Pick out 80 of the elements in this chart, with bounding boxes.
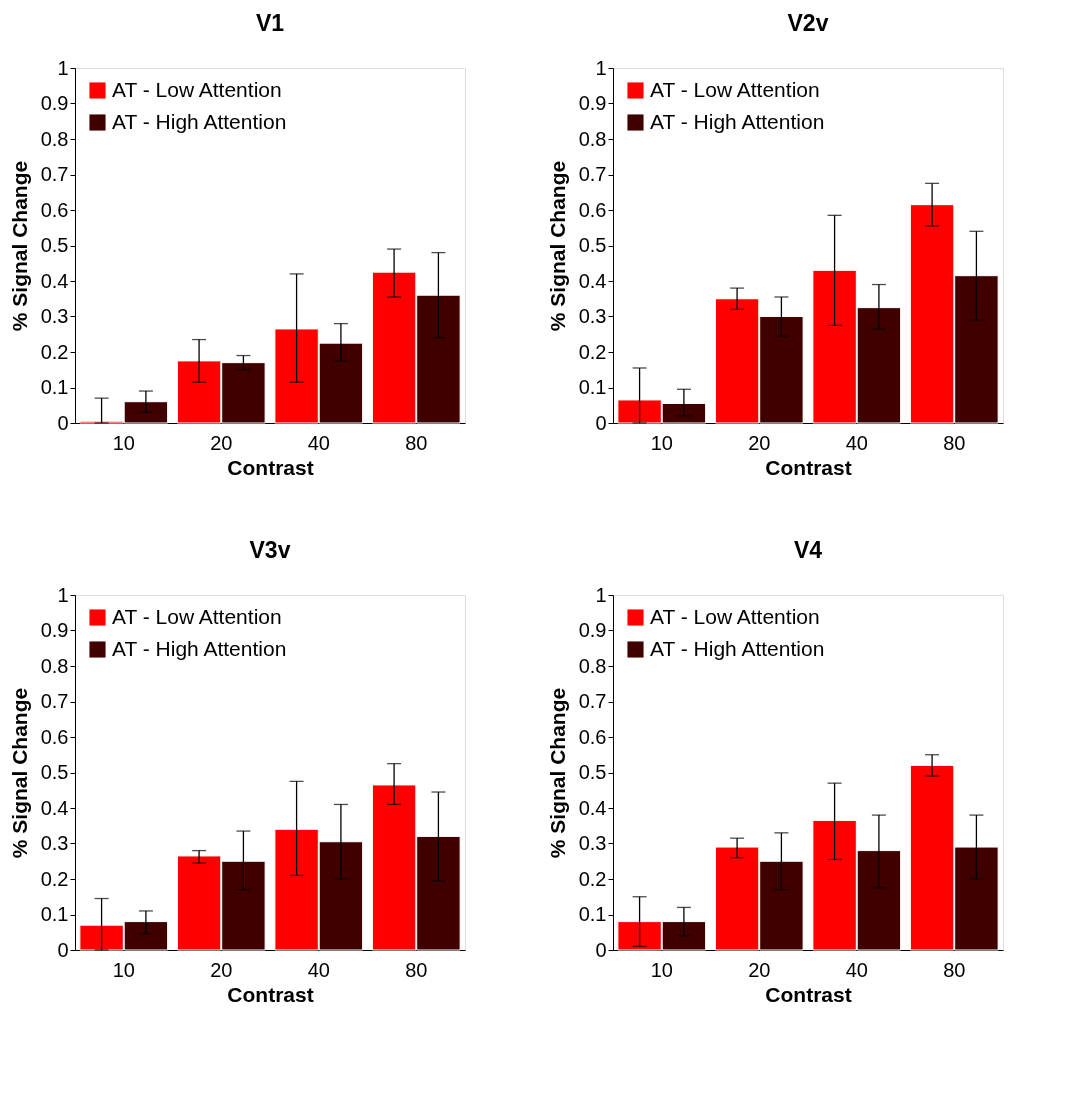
y-tick-label: 0.9 bbox=[40, 92, 69, 114]
x-tick-label: 80 bbox=[943, 431, 966, 454]
x-tick-label: 10 bbox=[650, 958, 673, 981]
chart-title: V2v bbox=[787, 10, 829, 36]
x-tick-label: 80 bbox=[405, 431, 428, 454]
y-tick-label: 1 bbox=[595, 56, 607, 79]
y-tick-label: 0.5 bbox=[40, 234, 69, 256]
y-tick-label: 0.3 bbox=[40, 832, 69, 854]
y-tick-label: 0 bbox=[595, 938, 607, 961]
y-tick-label: 0 bbox=[57, 411, 69, 434]
x-tick-label: 80 bbox=[405, 958, 428, 981]
x-tick-label: 20 bbox=[210, 958, 233, 981]
y-tick-label: 0.4 bbox=[40, 269, 69, 292]
legend-label: AT - Low Attention bbox=[650, 604, 820, 628]
chart-title: V1 bbox=[255, 10, 285, 36]
y-tick-label: 0.1 bbox=[578, 903, 607, 925]
x-axis-title: Contrast bbox=[227, 982, 314, 1006]
x-tick-label: 10 bbox=[112, 431, 135, 454]
y-tick-label: 0.3 bbox=[578, 305, 607, 327]
x-tick-label: 20 bbox=[748, 958, 771, 981]
y-tick-label: 0.1 bbox=[40, 903, 69, 925]
legend-label: AT - High Attention bbox=[112, 109, 287, 133]
x-tick-label: 40 bbox=[307, 431, 330, 454]
y-axis-title: % Signal Change bbox=[545, 160, 569, 332]
x-tick-label: 40 bbox=[845, 958, 868, 981]
y-tick-label: 0 bbox=[57, 938, 69, 961]
x-axis-title: Contrast bbox=[765, 455, 852, 479]
x-tick-label: 10 bbox=[112, 958, 135, 981]
x-tick-label: 20 bbox=[748, 431, 771, 454]
y-tick-label: 0.5 bbox=[40, 761, 69, 783]
x-axis-title: Contrast bbox=[765, 982, 852, 1006]
legend-label: AT - High Attention bbox=[650, 109, 825, 133]
y-tick-label: 0.9 bbox=[40, 619, 69, 641]
x-axis-title: Contrast bbox=[227, 455, 314, 479]
legend-label: AT - Low Attention bbox=[112, 604, 282, 628]
y-tick-label: 0.1 bbox=[40, 376, 69, 398]
y-tick-label: 0.4 bbox=[578, 796, 607, 819]
y-tick-label: 0.8 bbox=[578, 654, 607, 677]
y-tick-label: 0.2 bbox=[40, 340, 69, 363]
y-tick-label: 0.8 bbox=[40, 654, 69, 677]
y-tick-label: 0.2 bbox=[578, 867, 607, 890]
chart-title: V4 bbox=[793, 537, 823, 563]
y-tick-label: 0 bbox=[595, 411, 607, 434]
y-tick-label: 1 bbox=[595, 583, 607, 606]
y-tick-label: 0.7 bbox=[40, 690, 69, 712]
x-tick-label: 20 bbox=[210, 431, 233, 454]
y-tick-label: 0.5 bbox=[578, 234, 607, 256]
y-axis-title: % Signal Change bbox=[545, 687, 569, 859]
y-tick-label: 0.4 bbox=[578, 269, 607, 292]
y-tick-label: 0.2 bbox=[40, 867, 69, 890]
x-tick-label: 40 bbox=[845, 431, 868, 454]
y-tick-label: 0.3 bbox=[40, 305, 69, 327]
x-tick-label: 10 bbox=[650, 431, 673, 454]
y-tick-label: 0.9 bbox=[578, 619, 607, 641]
y-axis-title: % Signal Change bbox=[7, 687, 31, 859]
chart-title: V3v bbox=[249, 537, 291, 563]
y-tick-label: 0.6 bbox=[40, 198, 69, 221]
y-tick-label: 0.4 bbox=[40, 796, 69, 819]
x-tick-label: 80 bbox=[943, 958, 966, 981]
y-tick-label: 0.9 bbox=[578, 92, 607, 114]
y-tick-label: 0.6 bbox=[40, 725, 69, 748]
legend-label: AT - High Attention bbox=[650, 636, 825, 660]
y-tick-label: 0.6 bbox=[578, 198, 607, 221]
y-tick-label: 0.7 bbox=[578, 163, 607, 185]
y-axis-title: % Signal Change bbox=[7, 160, 31, 332]
x-tick-label: 40 bbox=[307, 958, 330, 981]
y-tick-label: 0.7 bbox=[40, 163, 69, 185]
legend-label: AT - Low Attention bbox=[112, 77, 282, 101]
y-tick-label: 0.2 bbox=[578, 340, 607, 363]
y-tick-label: 1 bbox=[57, 583, 69, 606]
y-tick-label: 0.8 bbox=[578, 127, 607, 150]
legend-label: AT - High Attention bbox=[112, 636, 287, 660]
y-tick-label: 0.7 bbox=[578, 690, 607, 712]
y-tick-label: 0.1 bbox=[578, 376, 607, 398]
legend-label: AT - Low Attention bbox=[650, 77, 820, 101]
y-tick-label: 0.5 bbox=[578, 761, 607, 783]
y-tick-label: 0.6 bbox=[578, 725, 607, 748]
y-tick-label: 0.3 bbox=[578, 832, 607, 854]
y-tick-label: 1 bbox=[57, 56, 69, 79]
y-tick-label: 0.8 bbox=[40, 127, 69, 150]
